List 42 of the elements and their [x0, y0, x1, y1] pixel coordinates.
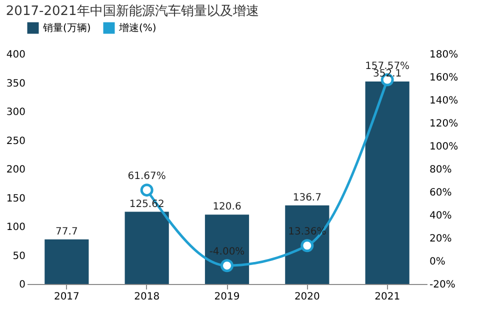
bar	[44, 239, 89, 284]
y-tick-label: 350	[6, 78, 26, 90]
y2-tick-label: 160%	[430, 72, 458, 84]
data-label: 136.7	[292, 192, 322, 204]
x-tick-label: 2020	[294, 292, 320, 302]
x-tick-label: 2019	[214, 292, 240, 302]
y-tick-label: 250	[6, 136, 26, 147]
y-tick-label: 50	[12, 250, 26, 262]
legend-label: 销量(万辆)	[42, 22, 91, 34]
data-label: 352.1	[373, 68, 402, 80]
y2-tick-label: 180%	[430, 50, 458, 60]
data-label: 61.67%	[128, 171, 166, 182]
bar	[124, 212, 169, 284]
y2-tick-label: 120%	[430, 118, 458, 130]
y2-tick-label: 40%	[430, 210, 452, 222]
data-label: 77.7	[56, 226, 78, 238]
y2-tick-label: 100%	[430, 142, 458, 152]
point	[140, 184, 154, 197]
y2-tick-label: 60%	[430, 188, 452, 198]
point	[300, 239, 314, 252]
legend-label: 增速(%)	[118, 22, 156, 34]
chart-title: 2017-2021年中国新能源汽车销量以及增速	[6, 4, 259, 19]
y2-tick-label: 80%	[430, 164, 452, 176]
bar	[204, 214, 250, 284]
y-tick-label: 200	[6, 164, 26, 176]
data-label: 120.6	[212, 202, 242, 213]
x-tick-label: 2021	[374, 292, 400, 302]
point	[220, 259, 234, 272]
y-tick-label: 300	[6, 107, 26, 118]
y-tick-label: 150	[6, 193, 26, 204]
x-tick-label: 2017	[54, 292, 80, 302]
y2-tick-label: -20%	[430, 280, 456, 290]
y-tick-label: 100	[6, 222, 26, 233]
x-tick-label: 2018	[134, 292, 160, 302]
y2-tick-label: 0%	[430, 256, 446, 268]
data-label: -4.00%	[209, 246, 245, 258]
bar	[365, 82, 410, 284]
y-tick-label: 400	[6, 50, 26, 60]
y2-tick-label: 20%	[430, 234, 452, 244]
y2-tick-label: 140%	[430, 96, 458, 106]
bar	[285, 205, 330, 284]
y-tick-label: 0	[19, 280, 26, 290]
